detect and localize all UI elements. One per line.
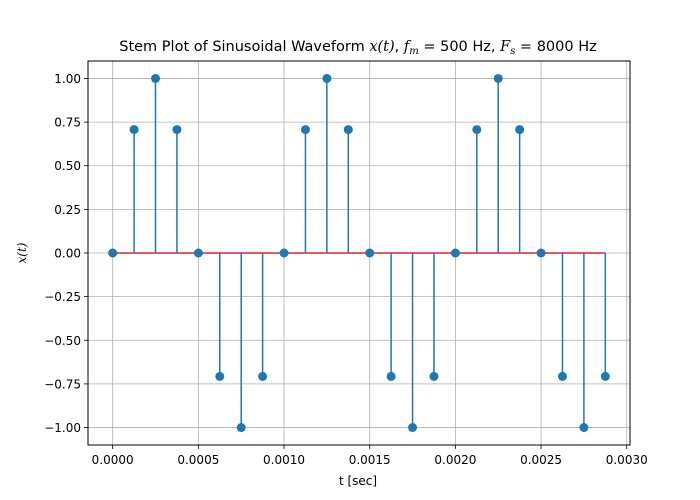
stem-marker [515,125,525,135]
stem-marker [365,248,375,258]
title-prefix: Stem Plot of Sinusoidal Waveform [119,39,369,55]
title-fs-value: = 8000 Hz [515,39,596,55]
y-tick-label: 0.50 [54,159,81,173]
x-tick-label: 0.0025 [520,453,562,467]
title-fm-value: = 500 Hz, [419,39,500,55]
y-tick-label: 1.00 [54,72,81,86]
stem-marker [322,73,332,83]
x-tick-label: 0.0000 [92,453,134,467]
y-tick-label: −0.25 [44,290,81,304]
y-tick-label: −0.50 [44,334,81,348]
stem-marker [129,125,139,135]
title-fs-symbol: F [499,39,511,55]
stem-marker [579,423,589,433]
marker-layer [108,73,610,433]
title-fm-symbol: f [403,39,412,55]
x-tick-label: 0.0020 [434,453,476,467]
stem-marker [557,371,567,381]
stem-marker [493,73,503,83]
stem-marker [429,371,439,381]
y-tick-label: 0.75 [54,116,81,130]
stem-marker [236,423,246,433]
stem-marker [600,371,610,381]
stem-marker [472,125,482,135]
stem-marker [300,125,310,135]
stem-layer [133,78,607,428]
x-tick-label: 0.0010 [263,453,305,467]
chart-title: Stem Plot of Sinusoidal Waveform x(t), f… [119,39,596,57]
x-tick-label: 0.0005 [177,453,219,467]
y-axis-label: x(t) [15,242,29,263]
title-sep: , [395,39,404,55]
stem-marker [215,371,225,381]
y-tick-label: −0.75 [44,377,81,391]
stem-marker [343,125,353,135]
x-axis-label: t [sec] [339,474,377,488]
y-tick-label: −1.00 [44,421,81,435]
stem-marker [258,371,268,381]
y-tick-label: 0.25 [54,203,81,217]
stem-marker [536,248,546,258]
stem-marker [279,248,289,258]
title-fm-sub: m [409,46,418,57]
title-fs-sub: s [510,46,515,57]
tick-layer: 0.0000 0.0005 0.0010 0.0015 0.0020 0.0025 0.00… [44,72,648,467]
x-tick-label: 0.0030 [606,453,648,467]
y-tick-label: 0.00 [54,247,81,261]
stem-marker [193,248,203,258]
stem-marker [151,73,161,83]
stem-marker [408,423,418,433]
title-x-of-t: x(t) [369,39,394,55]
stem-marker [108,248,118,258]
stem-marker [450,248,460,258]
x-tick-label: 0.0015 [349,453,391,467]
stem-marker [172,125,182,135]
stem-marker [386,371,396,381]
